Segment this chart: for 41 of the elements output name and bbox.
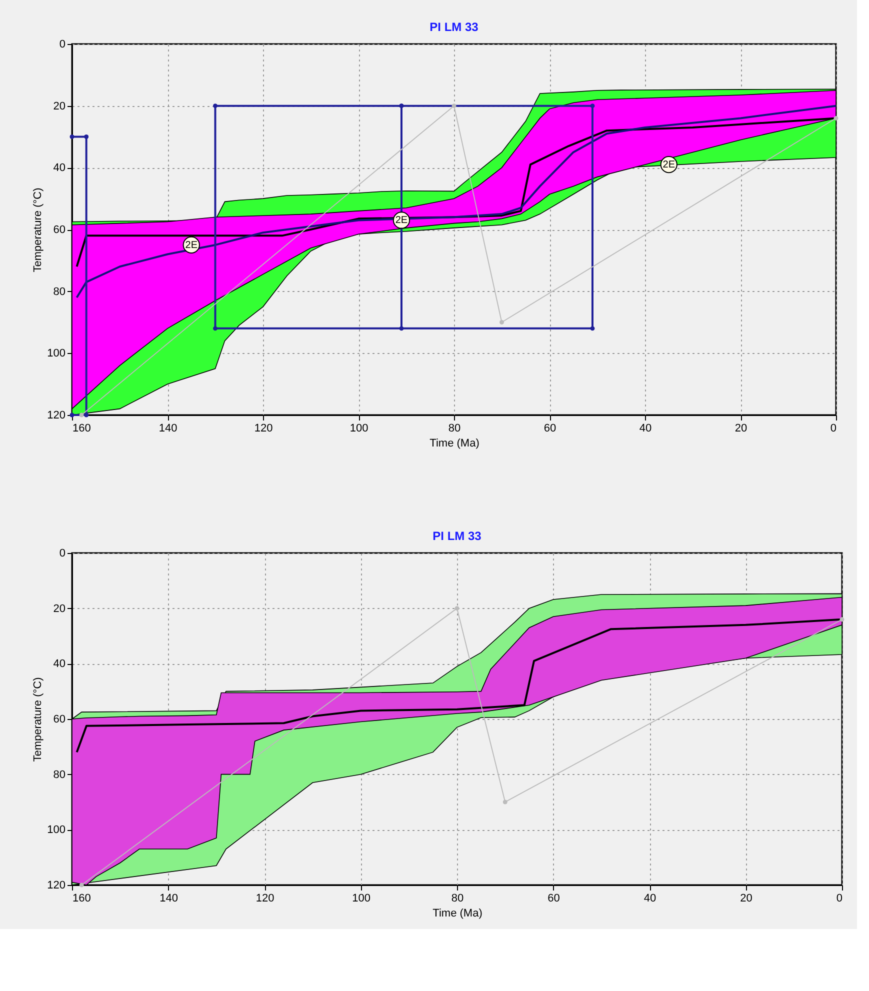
y-tick-label: 60: [53, 714, 66, 726]
y-tick-label: 60: [53, 224, 66, 236]
x-axis-title: Time (Ma): [432, 908, 482, 920]
y-tick-label: 40: [53, 658, 66, 670]
y-tick-label: 40: [53, 162, 66, 174]
y-tick-label: 100: [47, 348, 66, 360]
x-axis-title: Time (Ma): [430, 438, 480, 450]
chart-title: PI LM 33: [432, 529, 482, 543]
x-tick-label: 100: [350, 422, 368, 434]
annotation: 2E: [185, 240, 198, 251]
y-tick-label: 100: [47, 824, 66, 836]
x-tick-label: 120: [256, 892, 274, 904]
x-tick-label: 160: [72, 422, 91, 434]
x-tick-label: 80: [451, 892, 464, 904]
y-tick-label: 120: [47, 880, 66, 892]
x-tick-label: 160: [72, 892, 91, 904]
x-tick-label: 120: [254, 422, 273, 434]
x-tick-label: 40: [644, 892, 656, 904]
x-tick-label: 40: [639, 422, 652, 434]
x-tick-label: 20: [734, 422, 748, 434]
y-tick-label: 0: [59, 548, 66, 560]
x-tick-label: 0: [836, 892, 842, 904]
y-tick-label: 20: [53, 100, 66, 112]
y-tick-label: 80: [53, 768, 66, 781]
annotation: 2E: [395, 215, 408, 226]
annotation: 2E: [662, 160, 676, 171]
y-tick-label: 120: [47, 410, 66, 422]
y-axis-title: Temperature (°C): [32, 677, 44, 762]
x-tick-label: 80: [448, 422, 461, 434]
x-tick-label: 20: [740, 892, 752, 904]
y-tick-label: 20: [53, 602, 66, 615]
x-tick-label: 0: [830, 422, 836, 434]
y-tick-label: 80: [53, 286, 66, 298]
y-axis-title: Temperature (°C): [32, 188, 44, 272]
y-tick-label: 0: [59, 38, 66, 50]
x-tick-label: 60: [548, 892, 560, 904]
x-tick-label: 140: [160, 892, 178, 904]
chart-title: PI LM 33: [430, 20, 479, 34]
x-tick-label: 100: [352, 892, 370, 904]
x-tick-label: 60: [544, 422, 556, 434]
x-tick-label: 140: [158, 422, 178, 434]
